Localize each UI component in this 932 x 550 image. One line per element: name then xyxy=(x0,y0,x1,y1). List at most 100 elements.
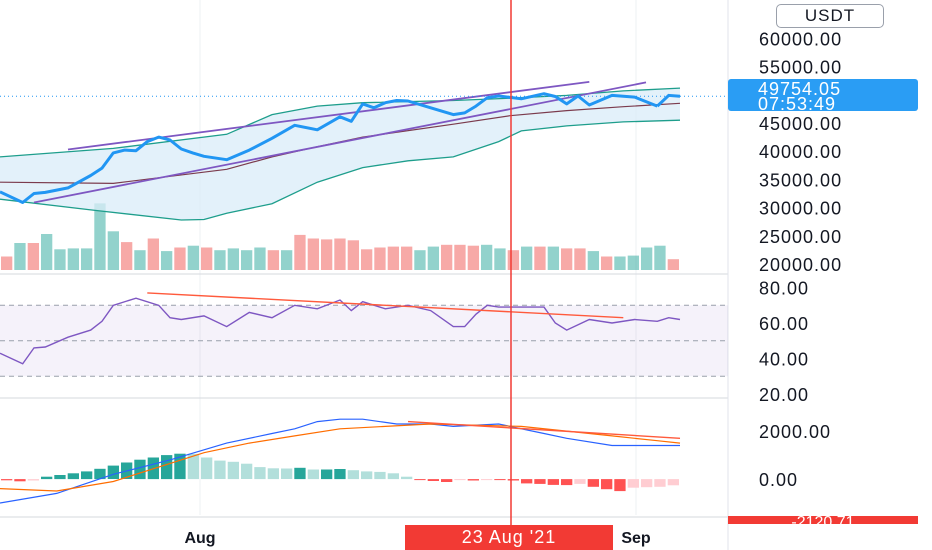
macd-histogram-bar xyxy=(614,479,626,492)
volume-bar xyxy=(161,251,173,270)
volume-bar xyxy=(667,259,679,270)
volume-bar xyxy=(574,248,586,270)
price-line xyxy=(0,92,658,204)
macd-histogram-bar xyxy=(427,479,439,481)
x-tick-label: Aug xyxy=(184,530,215,547)
volume-bar xyxy=(441,244,453,270)
macd-histogram-bar xyxy=(94,468,106,480)
volume-bar xyxy=(14,243,26,270)
macd-histogram-bar xyxy=(27,479,39,481)
volume-bar xyxy=(494,248,506,270)
volume-bar xyxy=(67,248,79,270)
volume-bar xyxy=(227,248,239,270)
volume-bar xyxy=(41,234,53,270)
currency-selector[interactable]: USDT xyxy=(776,4,884,28)
rsi-tick-label: 60.00 xyxy=(759,314,809,334)
rsi-divergence-line xyxy=(147,292,624,319)
rsi-tick-label: 20.00 xyxy=(759,385,809,405)
volume-bar xyxy=(374,247,386,270)
macd-histogram-bar xyxy=(67,473,79,480)
volume-bar xyxy=(81,248,93,270)
volume-bar xyxy=(547,246,559,270)
price-plot xyxy=(0,81,728,221)
macd-histogram-bar xyxy=(1,479,13,481)
volume-bar xyxy=(654,245,666,270)
macd-histogram-bar xyxy=(414,479,426,481)
volume-bar xyxy=(201,247,213,270)
macd-histogram-bar xyxy=(361,471,373,480)
x-tick-label: Sep xyxy=(621,530,651,547)
lower-band-line xyxy=(0,119,681,221)
macd-histogram-bar xyxy=(441,479,453,482)
macd-histogram-bar xyxy=(161,455,173,480)
macd-histogram-bar xyxy=(334,469,346,480)
volume-bar xyxy=(294,234,306,270)
macd-plot xyxy=(0,418,681,504)
price-tick-label: 40000.00 xyxy=(759,142,842,162)
macd-histogram-bar xyxy=(214,460,226,479)
price-tick-label: 25000.00 xyxy=(759,227,842,247)
macd-histogram-bar xyxy=(561,479,573,486)
volume-bar xyxy=(427,246,439,270)
macd-histogram-bar xyxy=(54,475,66,480)
macd-histogram-bar xyxy=(667,479,679,486)
trendline xyxy=(33,81,647,204)
macd-histogram-bar xyxy=(267,468,279,480)
crosshair-date-badge: 23 Aug '21 xyxy=(405,525,613,550)
volume-bar xyxy=(27,243,39,270)
volume-bar xyxy=(187,245,199,270)
macd-value-badge: -2120.71 xyxy=(728,516,918,524)
price-tick-label: 30000.00 xyxy=(759,199,842,219)
volume-bar xyxy=(387,246,399,270)
price-tick-label: 20000.00 xyxy=(759,255,842,275)
volume-bar xyxy=(454,244,466,270)
macd-histogram-bar xyxy=(14,479,26,482)
rsi-tick-label: 40.00 xyxy=(759,350,809,370)
macd-histogram-bar xyxy=(454,479,466,481)
volume-bar xyxy=(334,238,346,270)
bar-countdown: 07:53:49 xyxy=(758,94,837,114)
volume-bars xyxy=(1,203,679,270)
macd-histogram-bar xyxy=(547,479,559,485)
macd-histogram-bar xyxy=(534,479,546,484)
macd-tick-label: 2000.00 xyxy=(759,422,831,442)
volume-bar xyxy=(1,256,13,270)
macd-histogram-bar xyxy=(187,453,199,480)
volume-bar xyxy=(361,249,373,270)
volume-bar xyxy=(627,255,639,270)
volume-bar xyxy=(107,231,119,270)
volume-bar xyxy=(467,245,479,270)
macd-histogram-bar xyxy=(467,479,479,481)
volume-bar xyxy=(601,256,613,270)
bollinger-fill xyxy=(0,88,680,220)
volume-bar xyxy=(94,203,106,270)
macd-histogram-bar xyxy=(294,467,306,480)
rsi-line xyxy=(0,297,681,365)
last-price-badge: 49754.05 07:53:49 xyxy=(728,79,918,114)
macd-histogram-bar xyxy=(107,465,119,479)
macd-histogram-bar xyxy=(81,471,93,480)
macd-histogram-bar xyxy=(174,453,186,480)
macd-histogram-bar xyxy=(134,459,146,480)
volume-bar xyxy=(561,248,573,270)
macd-divergence-line xyxy=(407,420,681,439)
axes: 60000.00 55000.00 45000.00 40000.00 35000.00… xyxy=(184,29,842,547)
macd-histogram-bar xyxy=(641,479,653,488)
last-price: 49754.05 xyxy=(758,79,842,99)
volume-bar xyxy=(267,250,279,270)
macd-histogram-bar xyxy=(587,479,599,487)
volume-bar xyxy=(147,238,159,270)
price-tick-label: 35000.00 xyxy=(759,170,842,190)
macd-tick-label: 0.00 xyxy=(759,470,798,490)
volume-bar xyxy=(507,250,519,270)
volume-bar xyxy=(241,250,253,270)
macd-line xyxy=(0,418,680,504)
macd-histogram-bar xyxy=(241,463,253,479)
rsi-plot xyxy=(0,292,681,365)
macd-histogram-bar xyxy=(254,467,266,480)
volume-bar xyxy=(481,244,493,270)
macd-histogram-bar xyxy=(481,479,493,481)
volume-bar xyxy=(414,250,426,270)
macd-histogram-bar xyxy=(321,469,333,480)
